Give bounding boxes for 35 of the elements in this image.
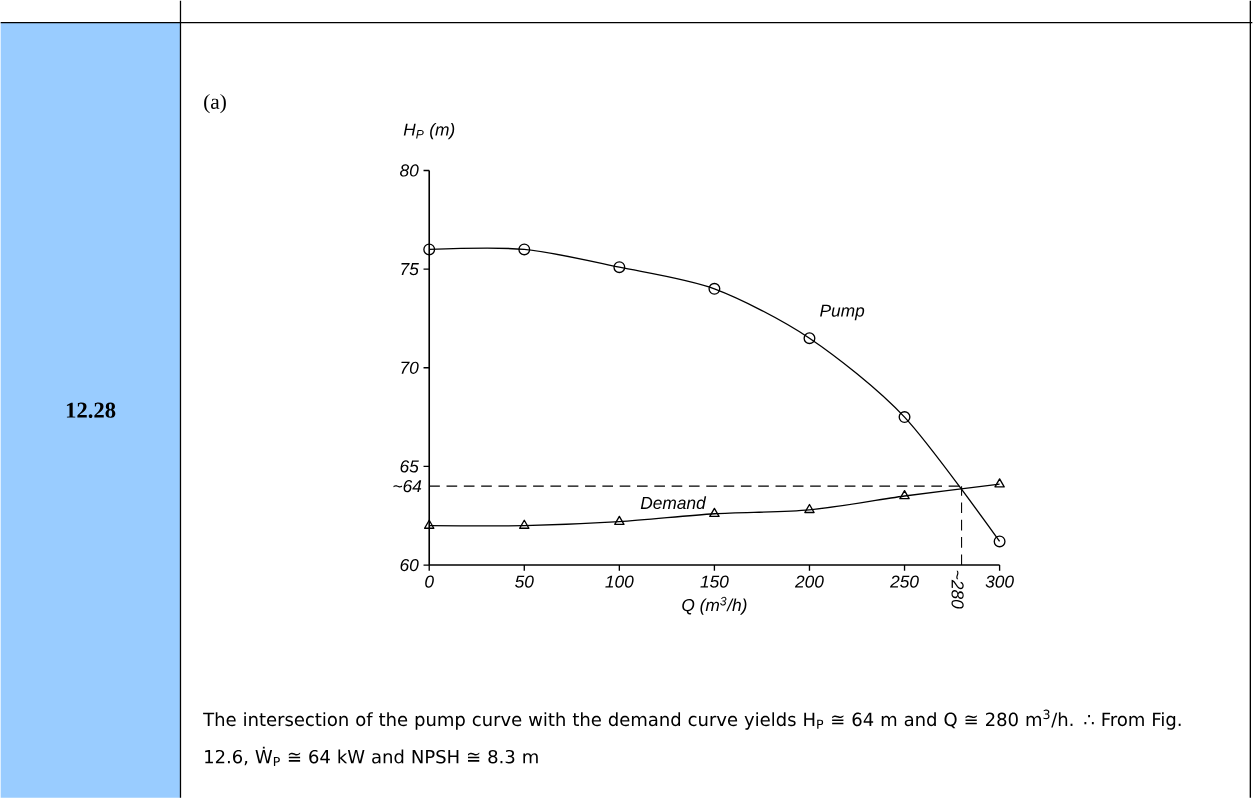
y-tick-label: 75 [401, 262, 419, 275]
point [423, 243, 436, 256]
point [614, 515, 625, 525]
point [519, 519, 530, 529]
point [423, 519, 435, 529]
point [613, 260, 626, 273]
x-tick-label: 300 [985, 575, 1014, 588]
x-tick-label: 100 [605, 575, 634, 588]
point [898, 410, 911, 423]
ref-line-label: ~64 [393, 479, 422, 493]
text: 12.28 [66, 402, 116, 418]
y-tick-label: 70 [401, 361, 419, 374]
y-tick-label: 80 [400, 164, 419, 177]
text: The intersection of the pump curve with the demand curve yields H$_{P}$ ≅ 64 m and Q ≅ 280 m$^{3}$/h. ∴ From Fig. 12.6, Ẇ$_{P}$ ≅ 64 kW and NPSH ≅ 8.3 m [203, 709, 1181, 766]
point [708, 282, 721, 295]
y-tick-label: 65 [400, 460, 419, 473]
ref-line-label: ~280 [951, 570, 964, 609]
x-tick-label: 0 [425, 575, 434, 588]
y-axis-title: H$_{P}$ (m) [403, 122, 455, 139]
y-tick-label: 60 [400, 558, 419, 571]
x-tick-label: 150 [700, 575, 729, 588]
x-axis-title: Q (m$^{3}$/h) [682, 596, 747, 615]
series-label: Pump [820, 304, 865, 320]
point [804, 503, 815, 513]
point [803, 331, 816, 344]
point [899, 489, 910, 500]
x-tick-label: 50 [515, 575, 534, 588]
point [709, 507, 720, 517]
point [518, 243, 531, 256]
text: (a) [204, 93, 226, 113]
x-tick-label: 250 [889, 575, 919, 588]
series-label: Demand [640, 496, 707, 509]
point [994, 477, 1005, 488]
x-tick-label: 200 [794, 575, 824, 588]
point [993, 535, 1006, 548]
